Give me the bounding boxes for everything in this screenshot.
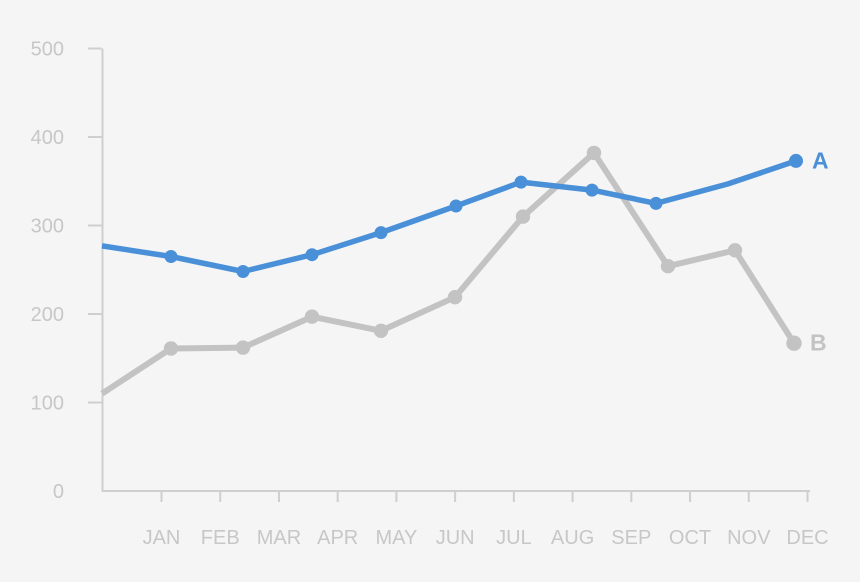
x-axis-month-label: OCT	[669, 527, 711, 549]
x-axis-month-label: MAR	[257, 527, 301, 549]
x-axis-month-label: JAN	[143, 527, 181, 549]
x-axis-month-label: DEC	[786, 527, 828, 549]
x-axis-month-label: NOV	[727, 527, 771, 549]
x-axis-month-label: MAY	[375, 527, 417, 549]
series-a-point	[236, 265, 250, 278]
series-b-label: B	[810, 330, 827, 356]
axis-lines	[101, 48, 810, 492]
series-a-point	[305, 248, 319, 262]
series-b-line	[100, 149, 797, 397]
series-a-point	[449, 199, 463, 213]
series-b-point	[786, 335, 802, 351]
y-axis-tick-label: 200	[31, 304, 64, 326]
series-a-line	[101, 158, 797, 275]
series-b-point	[447, 290, 463, 305]
series-a-point	[164, 250, 178, 263]
series-a-point	[649, 196, 663, 210]
series-a-point	[514, 175, 528, 189]
y-axis-tick-label: 0	[53, 481, 64, 503]
series-b-point	[304, 309, 320, 324]
series-b-point	[163, 341, 179, 356]
series-a-label: A	[812, 147, 829, 173]
x-axis-month-label: AUG	[551, 527, 594, 549]
series-b-point	[235, 340, 251, 355]
series-b-point	[660, 259, 676, 274]
x-axis-month-label: FEB	[201, 527, 240, 549]
x-axis-month-label: JUN	[436, 527, 475, 549]
series-a-point	[789, 153, 803, 168]
y-axis-tick-label: 300	[31, 216, 64, 238]
series-b-point	[727, 243, 743, 258]
y-axis-tick-label: 100	[31, 393, 64, 415]
series-b-point	[586, 145, 602, 161]
x-axis-month-label: APR	[317, 527, 358, 549]
series-a-point	[585, 183, 599, 197]
y-axis-tick-label: 400	[31, 127, 64, 149]
y-axis-tick-label: 500	[31, 39, 64, 61]
series-b-point	[373, 323, 389, 338]
series-b-point	[515, 209, 531, 224]
x-axis-month-label: SEP	[611, 527, 651, 549]
series-a-point	[374, 226, 388, 240]
x-axis-month-label: JUL	[496, 527, 532, 549]
